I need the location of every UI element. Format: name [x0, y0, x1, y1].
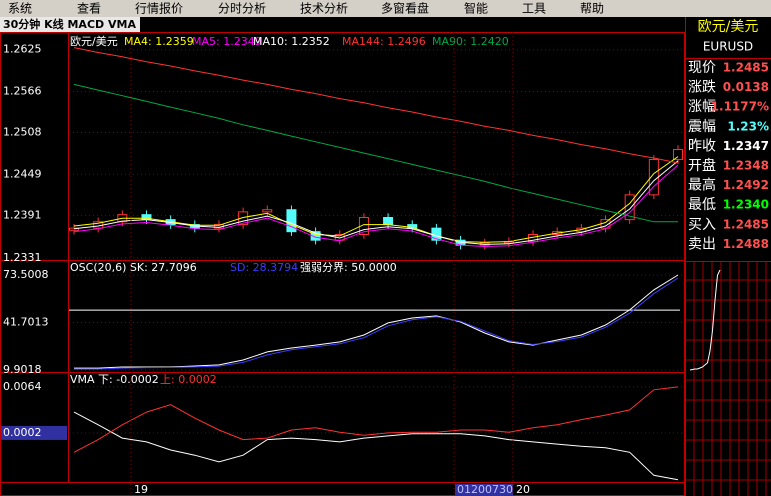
indicator-line: [73, 160, 679, 245]
quote-label: 涨幅: [688, 99, 716, 115]
candle-body: [407, 224, 418, 229]
quote-code: EURUSD: [703, 40, 753, 54]
legend-entry: 强弱分界: 50.0000: [300, 261, 397, 274]
legend-entry: VMA 下: -0.0002: [70, 373, 159, 386]
quote-name: 欧元/美元: [698, 19, 759, 35]
legend-entry: MA144: 1.2496: [342, 35, 426, 48]
indicator-line: [73, 83, 678, 223]
y-tick-label: 0.0064: [3, 380, 42, 393]
quote-label: 震幅: [688, 119, 716, 135]
quote-label: 开盘: [688, 157, 716, 174]
y-tick-label: 0.0002: [3, 426, 42, 439]
menu-item[interactable]: 分时分析: [218, 2, 266, 16]
y-tick-label: 73.5008: [3, 268, 49, 281]
cursor-box: [455, 484, 513, 496]
candle-body: [69, 227, 79, 231]
menu-item[interactable]: 系统: [8, 2, 32, 16]
quote-value: 1.23%: [727, 119, 769, 133]
x-tick-label: 20: [516, 483, 530, 496]
indicator-line: [73, 277, 679, 370]
indicator-line: [73, 156, 679, 243]
quote-label: 卖出: [688, 236, 716, 252]
menu-item[interactable]: 智能: [464, 1, 488, 16]
y-tick-label: 1.2625: [3, 43, 42, 56]
legend-entry: MA10: 1.2352: [253, 35, 330, 48]
x-tick-label: 19: [134, 483, 148, 496]
legend-entry: 上: 0.0002: [160, 373, 217, 386]
indicator-line: [74, 274, 679, 369]
y-tick-label: 1.2331: [3, 251, 42, 264]
y-tick-label: 1.2508: [3, 126, 42, 139]
y-tick-label: 41.7013: [3, 315, 49, 328]
quote-value: 1.2492: [723, 178, 769, 192]
y-tick-label: 1.2449: [3, 167, 42, 180]
quote-label: 涨跌: [688, 80, 716, 96]
legend-entry: SD: 28.3794: [230, 261, 298, 274]
candle-body: [238, 211, 249, 226]
title-bar: [0, 17, 140, 32]
legend-entry: OSC(20,6) SK: 27.7096: [70, 261, 197, 274]
candle-body: [310, 231, 321, 241]
indicator-line: [73, 411, 679, 481]
legend-symbol: 欧元/美元: [70, 35, 118, 48]
quote-value: 1.1177%: [711, 100, 769, 114]
menu-item[interactable]: 多窗看盘: [381, 1, 429, 16]
quote-value: 1.2340: [723, 198, 769, 212]
candle-body: [383, 217, 394, 226]
x-tick-label: 01200730: [457, 483, 513, 496]
candle-body: [358, 217, 369, 236]
quote-label: 买入: [688, 217, 716, 233]
quote-label: 现价: [688, 60, 716, 76]
quote-value: 1.2488: [723, 237, 769, 251]
candle-body: [262, 209, 273, 213]
y-tick-label: 9.9018: [3, 363, 42, 376]
menu-item[interactable]: 工具: [522, 2, 546, 16]
legend-entry: MA5: 1.2349: [192, 35, 262, 48]
mini-line: [689, 269, 721, 371]
candle-body: [673, 149, 683, 160]
menu-item[interactable]: 技术分析: [300, 2, 348, 16]
quote-value: 1.2485: [723, 217, 769, 231]
quote-label: 最低: [688, 197, 716, 213]
quote-value: 1.2348: [723, 159, 769, 173]
quote-value: 1.2485: [723, 61, 769, 75]
candle-body: [286, 209, 297, 233]
legend-entry: MA90: 1.2420: [432, 35, 509, 48]
quote-value: 0.0138: [723, 80, 769, 94]
menu-bar: [0, 0, 771, 17]
y-tick-label: 1.2566: [3, 84, 42, 97]
quote-label: 最高: [688, 177, 716, 194]
menu-item[interactable]: 查看: [77, 2, 101, 16]
indicator-line: [73, 164, 679, 248]
menu-item[interactable]: 行情报价: [135, 1, 183, 16]
indicator-line: [73, 386, 679, 453]
tick-highlight: [1, 425, 67, 440]
quote-label: 昨收: [688, 138, 716, 154]
menu-item[interactable]: 帮助: [580, 2, 604, 16]
legend-entry: MA4: 1.2359: [124, 35, 194, 48]
y-tick-label: 1.2391: [3, 208, 42, 221]
quote-value: 1.2347: [723, 139, 769, 153]
chart-title: 30分钟 K线 MACD VMA: [3, 17, 136, 31]
indicator-line: [73, 47, 679, 164]
